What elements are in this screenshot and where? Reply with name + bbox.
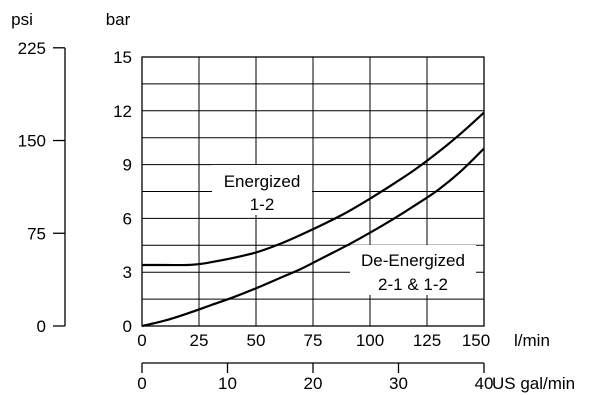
de-energized-label-line-1: De-Energized xyxy=(361,251,465,270)
energized-label-box xyxy=(212,165,312,215)
gpm-tick-label-3: 30 xyxy=(389,374,408,393)
energized-1-2-curve xyxy=(141,111,485,267)
plot-frame xyxy=(141,56,485,327)
bar-tick-label-4: 12 xyxy=(113,102,132,121)
lpm-axis: 0 25 50 75 100 125 150 xyxy=(137,331,490,350)
psi-tick-label-0: 0 xyxy=(37,317,46,336)
de-energized-curve xyxy=(141,147,485,328)
energized-label-line-1: Energized xyxy=(224,172,301,191)
de-energized-label-line-2: 2-1 & 1-2 xyxy=(378,275,448,294)
de-energized-label-box xyxy=(350,245,476,295)
gpm-tick-label-2: 20 xyxy=(304,374,323,393)
energized-label-line-2: 1-2 xyxy=(250,195,275,214)
bar-tick-label-3: 9 xyxy=(123,156,132,175)
bar-tick-label-0: 0 xyxy=(123,317,132,336)
lpm-tick-label-5: 150 xyxy=(462,331,490,350)
lpm-tick-label-2: 75 xyxy=(304,331,323,350)
lpm-tick-label-0: 25 xyxy=(190,331,209,350)
psi-tick-label-2: 150 xyxy=(18,132,46,151)
bar-tick-label-2: 6 xyxy=(123,209,132,228)
bar-tick-label-5: 15 xyxy=(113,48,132,67)
bar-tick-label-1: 3 xyxy=(123,263,132,282)
gpm-tick-label-0: 0 xyxy=(137,374,146,393)
lpm-tick-label-1: 50 xyxy=(247,331,266,350)
psi-tick-label-3: 225 xyxy=(18,39,46,58)
psi-unit-label: psi xyxy=(11,10,33,29)
lpm-tick-label-4: 125 xyxy=(413,331,441,350)
psi-tick-label-1: 75 xyxy=(27,224,46,243)
bar-unit-label: bar xyxy=(106,10,131,29)
gpm-tick-label-4: 40 xyxy=(475,374,494,393)
lpm-origin-label: 0 xyxy=(137,331,146,350)
lpm-unit-label: l/min xyxy=(514,331,550,350)
lpm-tick-label-3: 100 xyxy=(356,331,384,350)
plot-area: 0 3 6 9 12 15 Energized 1-2 De-Energized 2-1 … xyxy=(113,48,485,336)
gpm-unit-label: US gal/min xyxy=(492,374,575,393)
gpm-axis: 0 10 20 30 40 xyxy=(137,362,494,393)
psi-axis: 0 75 150 225 xyxy=(18,39,66,336)
gpm-tick-label-1: 10 xyxy=(218,374,237,393)
